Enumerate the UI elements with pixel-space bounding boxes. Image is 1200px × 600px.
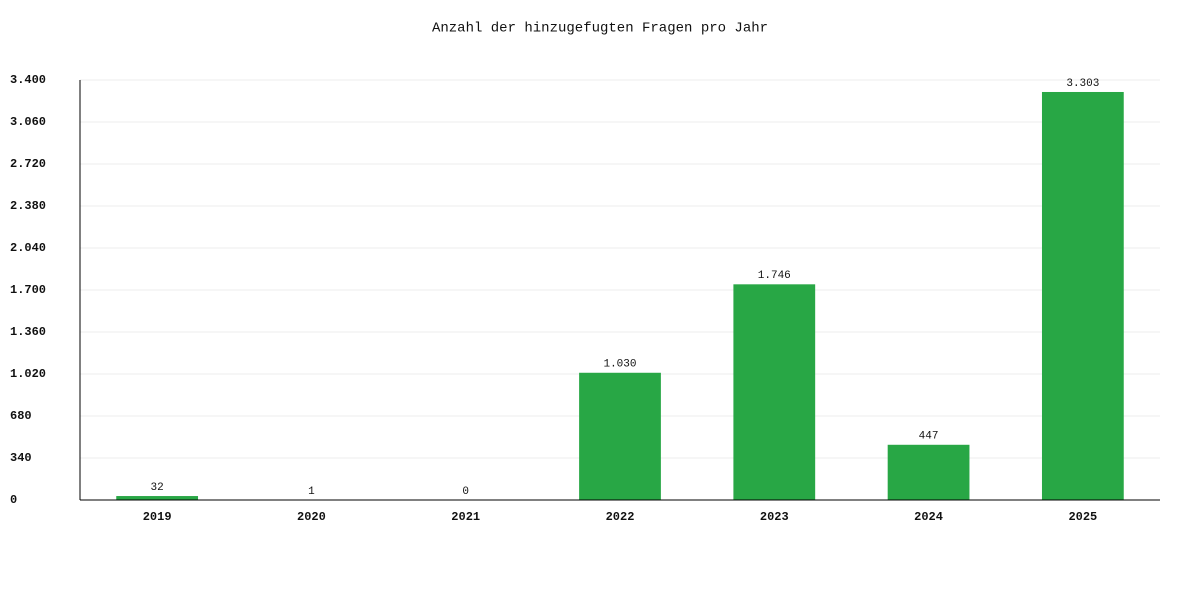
y-tick-label: 2.380: [10, 199, 46, 213]
value-label: 1.746: [758, 270, 791, 282]
y-tick-label: 1.020: [10, 367, 46, 381]
y-tick-label: 680: [10, 409, 32, 423]
x-tick-label: 2025: [1068, 510, 1097, 524]
y-tick-label: 3.060: [10, 115, 46, 129]
bar: [887, 444, 970, 500]
value-label: 447: [919, 431, 939, 443]
y-tick-label: 2.720: [10, 157, 46, 171]
y-tick-label: 3.400: [10, 73, 46, 87]
x-tick-label: 2020: [297, 510, 326, 524]
bar: [733, 284, 816, 500]
x-tick-label: 2023: [760, 510, 789, 524]
chart-title: Anzahl der hinzugefugten Fragen pro Jahr: [432, 21, 768, 37]
value-label: 1: [308, 486, 315, 498]
y-tick-label: 1.700: [10, 283, 46, 297]
value-label: 3.303: [1066, 78, 1099, 90]
x-tick-label: 2024: [914, 510, 943, 524]
bar: [116, 496, 199, 500]
x-tick-label: 2021: [451, 510, 480, 524]
value-label: 1.030: [603, 359, 636, 371]
y-tick-label: 340: [10, 451, 32, 465]
x-tick-label: 2019: [143, 510, 172, 524]
value-label: 0: [462, 486, 469, 498]
value-label: 32: [151, 482, 164, 494]
bar: [579, 372, 661, 500]
bar: [1041, 91, 1124, 500]
y-tick-label: 0: [10, 493, 17, 507]
y-tick-label: 1.360: [10, 325, 46, 339]
y-tick-label: 2.040: [10, 241, 46, 255]
x-tick-label: 2022: [606, 510, 635, 524]
